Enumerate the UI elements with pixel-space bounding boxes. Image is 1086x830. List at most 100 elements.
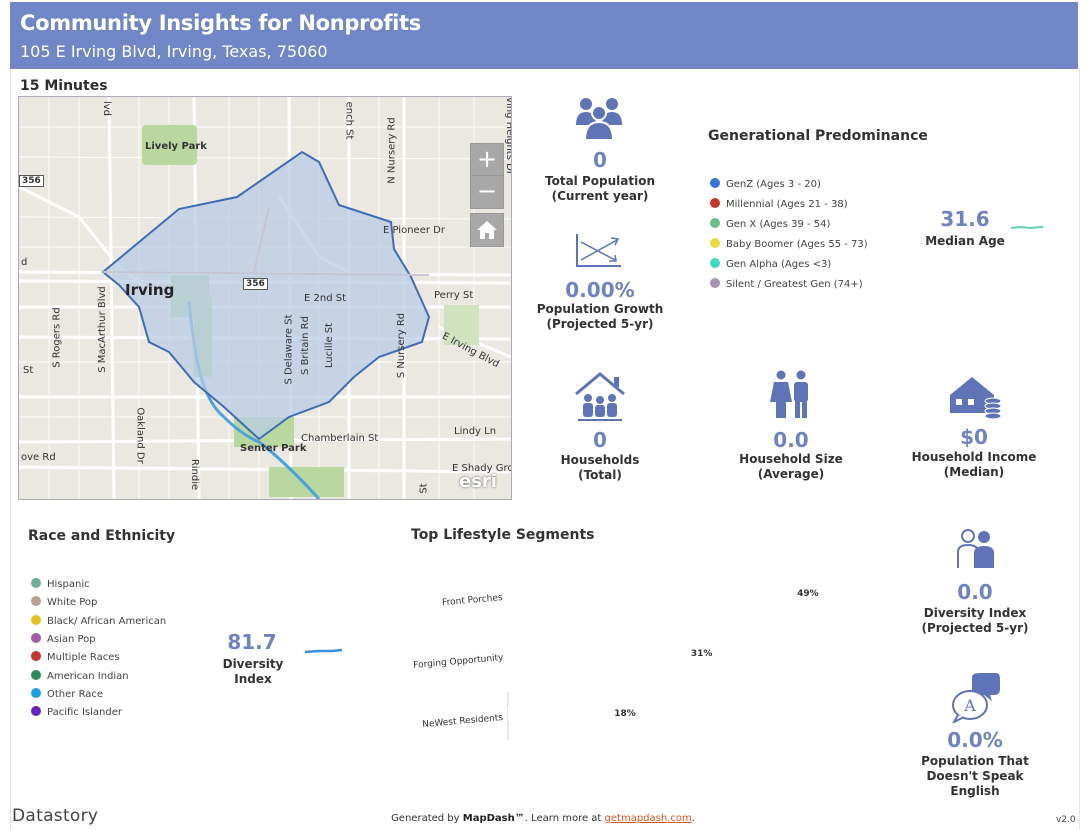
household-income-value: $0 [960, 425, 988, 449]
map-label-rindie: Rindie [189, 458, 201, 491]
map-label-shady: E Shady Gro [452, 463, 512, 474]
diverse-people-icon [957, 529, 994, 568]
race-title: Race and Ethnicity [28, 528, 176, 544]
households-label: Households (Total) [560, 453, 640, 482]
language-bubble-icon: A [952, 673, 1000, 723]
household-size-value: 0.0 [773, 428, 809, 452]
map-label-d: d [21, 257, 28, 268]
map-label-ove-rd: ove Rd [21, 452, 56, 463]
segment-bar [508, 706, 615, 722]
population-growth-value: 0.00% [565, 278, 635, 302]
segment-value-label: 49% [797, 589, 819, 599]
legend-label: Asian Pop [47, 633, 96, 645]
map-label-irving-heights: Irving Heights Dr [503, 97, 512, 175]
total-population-value: 0 [593, 148, 607, 172]
legend-label: White Pop [47, 597, 98, 609]
hwy-356-shield: 356 [243, 278, 268, 290]
legend-label: Hispanic [47, 579, 90, 590]
diversity-projected-label: Diversity Index (Projected 5-yr) [921, 606, 1029, 635]
map-label-french: ench St [343, 101, 355, 140]
median-age-sparkline [1010, 225, 1044, 230]
median-age-value: 31.6 [940, 207, 990, 231]
total-population-label: Total Population (Current year) [545, 174, 655, 203]
legend-dot-icon [31, 632, 41, 643]
race-legend-item: Black/ African American [31, 614, 167, 627]
non-english-value: 0.0% [947, 728, 1003, 752]
esri-logo: esri [459, 471, 497, 492]
growth-chart-icon [576, 234, 621, 267]
map-label-s-macarthur: S MacArthur Blvd [96, 286, 108, 373]
legend-label: GenZ (Ages 3 - 20) [726, 179, 821, 190]
generational-legend-item: Millennial (Ages 21 - 38) [710, 198, 848, 210]
legend-dot-icon [31, 596, 41, 607]
map-label-st-left: St [23, 365, 34, 376]
mapdash-link[interactable]: getmapdash.com [604, 813, 692, 824]
legend-label: Multiple Races [47, 652, 120, 664]
map-label-chamberlain: Chamberlain St [301, 433, 379, 444]
map-label-s-nursery: S Nursery Rd [396, 312, 408, 379]
legend-dot-icon [31, 687, 41, 698]
home-button[interactable] [470, 213, 504, 247]
report-address: 105 E Irving Blvd, Irving, Texas, 75060 [20, 42, 328, 61]
legend-dot-icon [31, 578, 41, 588]
legend-label: Black/ African American [47, 615, 167, 627]
page-frame [10, 69, 1080, 830]
legend-dot-icon [31, 614, 41, 625]
race-legend-item: Multiple Races [31, 651, 120, 663]
version-label: v2.0 [1056, 815, 1076, 825]
segment-bar [508, 646, 691, 662]
map-label-e-pioneer: E Pioneer Dr [383, 225, 445, 236]
legend-label: Baby Boomer (Ages 55 - 73) [726, 239, 868, 250]
legend-dot-icon [710, 258, 720, 268]
median-age-label: Median Age [925, 234, 1005, 248]
generational-legend-item: Gen Alpha (Ages <3) [710, 258, 831, 270]
diversity-index-value: 81.7 [227, 630, 277, 654]
race-legend-item: Asian Pop [31, 632, 96, 645]
generational-legend-item: GenZ (Ages 3 - 20) [710, 178, 821, 190]
segment-value-label: 18% [614, 709, 636, 719]
generational-legend-item: Gen X (Ages 39 - 54) [710, 218, 830, 230]
segment-bar [508, 586, 798, 602]
map-label-n-nursery: N Nursery Rd [386, 117, 398, 184]
legend-dot-icon [710, 178, 720, 188]
legend-dot-icon [31, 706, 41, 717]
map-view[interactable]: Lively Park Irving E Pioneer Dr N Nurser… [18, 96, 512, 500]
map-label-senter-park: Senter Park [240, 443, 307, 454]
footer-credit: Generated by MapDash™. Learn more at get… [391, 813, 695, 824]
legend-dot-icon [31, 651, 41, 662]
map-label-perry: Perry St [434, 290, 474, 301]
map-label-s-britain: S Britain Rd [299, 316, 311, 375]
hwy-356-shield-left: 356 [19, 175, 44, 187]
report-title: Community Insights for Nonprofits [20, 11, 422, 35]
generational-legend-item: Baby Boomer (Ages 55 - 73) [710, 238, 868, 250]
population-growth-label: Population Growth (Projected 5-yr) [536, 302, 664, 331]
map-label-s-rogers: S Rogers Rd [51, 307, 63, 368]
household-icon [575, 372, 625, 421]
legend-label: Gen X (Ages 39 - 54) [726, 219, 831, 230]
legend-label: American Indian [47, 670, 129, 682]
lifestyle-chart [507, 586, 798, 740]
zoom-in-button[interactable]: + [470, 143, 504, 177]
map-label-lively-park: Lively Park [145, 141, 207, 152]
svg-text:A: A [963, 696, 976, 715]
map-label-st-bottom: St [418, 483, 430, 494]
race-legend-item: Hispanic [31, 578, 90, 590]
legend-label: Silent / Greatest Gen (74+) [726, 279, 863, 290]
zoom-out-button[interactable]: − [470, 175, 504, 209]
drive-time-label: 15 Minutes [20, 78, 108, 94]
race-legend-item: American Indian [31, 669, 129, 682]
couple-icon [770, 370, 808, 418]
generational-title: Generational Predominance [708, 128, 928, 144]
legend-label: Other Race [47, 688, 104, 700]
map-label-oakland: Oakland Dr [134, 407, 146, 464]
map-label-lindy: Lindy Ln [454, 426, 497, 437]
legend-label: Pacific Islander [47, 707, 122, 719]
map-label-s-delaware: S Delaware St [283, 314, 295, 385]
legend-label: Millennial (Ages 21 - 38) [726, 199, 848, 210]
segment-value-label: 31% [690, 649, 713, 659]
non-english-label: Population That Doesn't Speak English [921, 754, 1029, 798]
map-label-e-2nd: E 2nd St [304, 293, 346, 304]
map-label-blvd: lvd [101, 100, 113, 117]
generational-legend-item: Silent / Greatest Gen (74+) [710, 278, 863, 290]
map-label-lucille: Lucille St [324, 322, 336, 369]
